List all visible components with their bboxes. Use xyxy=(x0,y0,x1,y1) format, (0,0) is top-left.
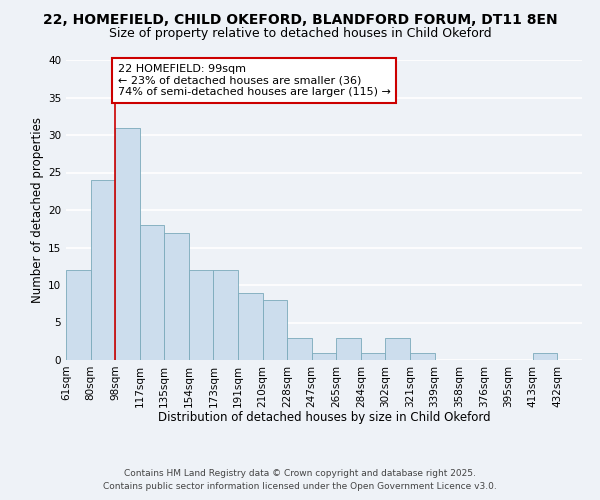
Bar xyxy=(410,352,434,360)
Bar xyxy=(336,338,361,360)
Text: Size of property relative to detached houses in Child Okeford: Size of property relative to detached ho… xyxy=(109,28,491,40)
Bar xyxy=(312,352,336,360)
Bar xyxy=(140,225,164,360)
Bar xyxy=(214,270,238,360)
Text: 22, HOMEFIELD, CHILD OKEFORD, BLANDFORD FORUM, DT11 8EN: 22, HOMEFIELD, CHILD OKEFORD, BLANDFORD … xyxy=(43,12,557,26)
Text: Contains public sector information licensed under the Open Government Licence v3: Contains public sector information licen… xyxy=(103,482,497,491)
Bar xyxy=(385,338,410,360)
Bar xyxy=(238,292,263,360)
Bar xyxy=(189,270,214,360)
Bar xyxy=(164,232,189,360)
Y-axis label: Number of detached properties: Number of detached properties xyxy=(31,117,44,303)
Bar xyxy=(263,300,287,360)
Text: 22 HOMEFIELD: 99sqm
← 23% of detached houses are smaller (36)
74% of semi-detach: 22 HOMEFIELD: 99sqm ← 23% of detached ho… xyxy=(118,64,391,97)
Bar xyxy=(115,128,140,360)
Bar xyxy=(533,352,557,360)
Bar xyxy=(66,270,91,360)
Bar xyxy=(91,180,115,360)
Bar xyxy=(287,338,312,360)
Bar xyxy=(361,352,385,360)
X-axis label: Distribution of detached houses by size in Child Okeford: Distribution of detached houses by size … xyxy=(158,411,490,424)
Text: Contains HM Land Registry data © Crown copyright and database right 2025.: Contains HM Land Registry data © Crown c… xyxy=(124,468,476,477)
